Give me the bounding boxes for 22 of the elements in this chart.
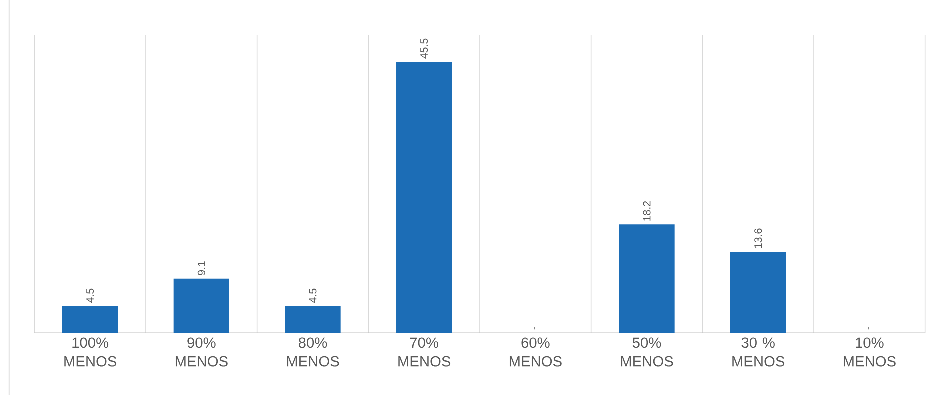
data-label: 13.6 bbox=[754, 228, 762, 248]
data-label: 18.2 bbox=[643, 201, 651, 221]
x-tick-label: 50% MENOS bbox=[621, 338, 674, 367]
data-label: - bbox=[868, 326, 869, 330]
data-label: 4.5 bbox=[309, 288, 317, 304]
data-label: 9.1 bbox=[198, 262, 206, 276]
x-tick-label: 10% MENOS bbox=[844, 338, 896, 367]
bar bbox=[396, 62, 452, 333]
data-label: 45.5 bbox=[420, 38, 428, 59]
bar bbox=[619, 224, 675, 333]
x-tick-label: 80% MENOS bbox=[287, 338, 340, 367]
data-label: - bbox=[534, 326, 535, 330]
bar bbox=[62, 306, 118, 333]
x-tick-label: 30 % MENOS bbox=[732, 338, 785, 367]
bar bbox=[730, 252, 786, 333]
bar bbox=[285, 306, 341, 333]
x-tick-label: 90% MENOS bbox=[176, 338, 228, 367]
bar bbox=[174, 278, 230, 333]
x-tick-label: 70% MENOS bbox=[398, 338, 451, 367]
x-tick-label: 100% MENOS bbox=[64, 338, 117, 367]
x-tick-label: 60% MENOS bbox=[510, 338, 562, 367]
data-label: 4.5 bbox=[86, 288, 94, 304]
